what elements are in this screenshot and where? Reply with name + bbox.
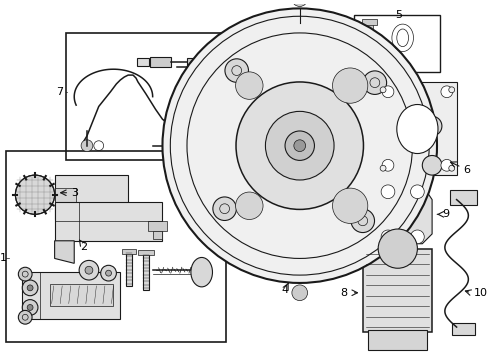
Circle shape (265, 111, 333, 180)
Circle shape (212, 197, 236, 220)
Circle shape (19, 267, 32, 281)
Circle shape (293, 140, 305, 152)
Circle shape (379, 87, 385, 93)
Circle shape (291, 0, 307, 6)
Bar (142, 253, 148, 290)
Circle shape (332, 68, 367, 103)
Bar (186, 58, 194, 66)
Circle shape (380, 185, 394, 199)
Bar (377, 82, 456, 175)
Text: 4: 4 (281, 285, 288, 295)
Circle shape (440, 86, 452, 98)
Bar (22, 272, 120, 319)
Bar (365, 23, 372, 48)
Circle shape (79, 260, 99, 280)
Bar (152, 231, 162, 239)
Circle shape (101, 265, 116, 281)
Circle shape (291, 285, 307, 301)
Circle shape (105, 270, 111, 276)
Circle shape (285, 131, 314, 161)
Circle shape (381, 86, 393, 98)
Bar (451, 323, 474, 335)
Text: 5: 5 (394, 10, 402, 20)
Circle shape (235, 72, 263, 99)
Circle shape (363, 71, 386, 94)
Circle shape (22, 300, 38, 315)
Bar (5, 150, 226, 342)
Circle shape (350, 209, 374, 233)
Circle shape (85, 266, 93, 274)
Bar (50, 284, 113, 306)
Bar (201, 111, 215, 119)
Circle shape (22, 280, 38, 296)
Circle shape (381, 159, 393, 171)
Text: 3: 3 (71, 188, 78, 198)
Circle shape (224, 59, 248, 82)
Bar (126, 252, 132, 286)
Circle shape (162, 8, 436, 283)
Circle shape (27, 285, 33, 291)
Text: 6: 6 (462, 165, 469, 175)
Text: 7: 7 (56, 87, 63, 97)
Circle shape (235, 192, 263, 220)
Circle shape (15, 175, 55, 214)
Circle shape (410, 185, 424, 199)
Circle shape (422, 116, 441, 136)
Circle shape (332, 188, 367, 224)
Circle shape (81, 140, 93, 152)
Bar (122, 249, 136, 253)
Text: 8: 8 (340, 288, 347, 298)
Circle shape (380, 230, 394, 244)
Circle shape (448, 87, 454, 93)
Circle shape (377, 229, 417, 268)
Circle shape (422, 156, 441, 175)
Circle shape (440, 159, 452, 171)
Polygon shape (55, 241, 74, 264)
Circle shape (27, 305, 33, 310)
Bar (449, 190, 476, 204)
Circle shape (19, 310, 32, 324)
Bar (147, 221, 167, 231)
Circle shape (448, 165, 454, 171)
Bar (55, 188, 76, 207)
Bar (66, 33, 226, 161)
Bar (361, 19, 376, 25)
Polygon shape (372, 185, 431, 244)
Bar (55, 175, 128, 219)
Bar (363, 249, 431, 332)
Bar (137, 58, 148, 66)
Bar (353, 15, 439, 72)
Bar (149, 58, 171, 67)
Circle shape (236, 82, 363, 210)
Ellipse shape (190, 257, 212, 287)
Bar (55, 202, 162, 241)
Bar (367, 330, 427, 350)
Bar (138, 249, 153, 255)
Ellipse shape (396, 104, 437, 153)
Text: 1: 1 (0, 253, 7, 264)
Text: 2: 2 (81, 242, 87, 252)
Circle shape (379, 165, 385, 171)
Text: 10: 10 (473, 288, 487, 298)
Circle shape (410, 230, 424, 244)
Text: 9: 9 (441, 209, 448, 219)
